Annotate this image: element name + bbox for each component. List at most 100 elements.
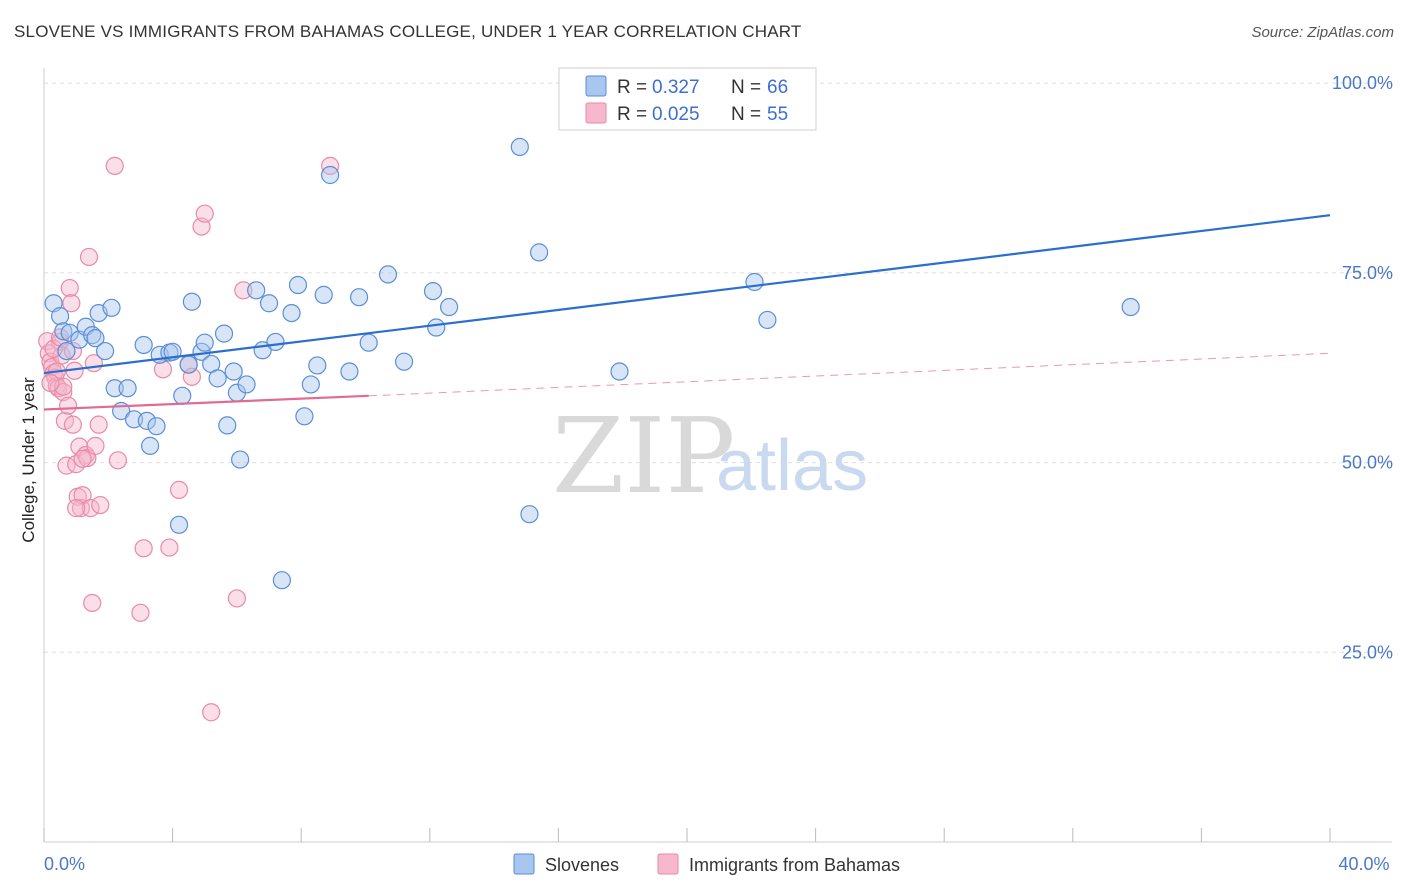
bahamas-point [134, 539, 153, 558]
series-bahamas-points [38, 156, 340, 722]
slovene-point [140, 436, 160, 455]
y-tick-label: 25.0% [1342, 642, 1393, 662]
legend-n-value-blue: 66 [767, 77, 788, 98]
bahamas-point [59, 396, 78, 415]
stats-legend: R = 0.327 N = 66 R = 0.025 N = 55 [558, 67, 817, 131]
slovene-point [195, 333, 214, 352]
bahamas-point [234, 281, 253, 300]
bahamas-point [108, 451, 128, 470]
watermark-zip: ZIP [552, 395, 735, 517]
bahamas-trend-extension [368, 352, 1331, 397]
slovene-point [359, 333, 378, 352]
bahamas-point [105, 156, 124, 175]
slovene-point [520, 505, 539, 524]
slovene-point [1121, 297, 1140, 317]
bahamas-point [195, 204, 214, 223]
slovene-point [610, 362, 629, 381]
slovene-point [147, 417, 166, 436]
legend-n-value-pink: 55 [767, 104, 788, 125]
slovene-point [134, 335, 153, 355]
slovene-point [349, 288, 369, 307]
slovene-point [118, 379, 137, 398]
slovene-point [102, 298, 121, 317]
slovene-point [378, 265, 398, 284]
bahamas-point [321, 156, 340, 175]
slovene-point [510, 137, 529, 157]
slovene-point [169, 515, 189, 534]
chart-source: Source: ZipAtlas.com [1251, 24, 1394, 41]
slovene-point [427, 318, 446, 337]
slovene-point [423, 281, 443, 301]
slovene-point [314, 285, 333, 304]
y-axis-title: College, Under 1 year [19, 377, 38, 543]
legend-swatch-blue [585, 75, 607, 97]
slovene-point [105, 379, 124, 398]
gridlines [44, 82, 1392, 653]
slovene-point [340, 362, 359, 381]
slovene-point [83, 326, 102, 345]
bahamas-point [50, 332, 70, 352]
slovene-point [295, 407, 314, 426]
slovene-point [231, 450, 250, 469]
slovenes-trend-line [43, 214, 1331, 375]
bottom-legend-swatch-pink [657, 853, 679, 875]
slovene-point [745, 272, 764, 292]
bottom-legend-label-bahamas: Immigrants from Bahamas [689, 855, 900, 875]
slovene-point [208, 369, 227, 388]
slovene-point [54, 322, 73, 341]
slovene-point [282, 304, 301, 323]
axes [43, 68, 1392, 843]
slovene-point [95, 341, 115, 361]
x-tick-label: 0.0% [44, 854, 85, 874]
slovene-point [288, 275, 308, 295]
slovene-point [50, 307, 70, 326]
y-tick-label: 100.0% [1332, 73, 1393, 93]
bahamas-point [57, 456, 76, 475]
tick-labels: 25.0% 50.0% 75.0% 100.0% 0.0% 40.0% [44, 73, 1393, 874]
slovene-point [218, 416, 237, 435]
slovene-point [530, 243, 549, 262]
legend-r-label-pink: R = [617, 104, 647, 125]
slovene-point [301, 375, 320, 394]
bahamas-point [63, 415, 83, 434]
slovene-point [758, 310, 777, 330]
bahamas-point [86, 436, 105, 455]
chart-title: SLOVENE VS IMMIGRANTS FROM BAHAMAS COLLE… [14, 22, 802, 41]
slovene-point [179, 355, 198, 374]
legend-r-label-blue: R = [617, 77, 647, 98]
slovene-point [247, 281, 266, 300]
slovene-point [308, 356, 327, 375]
slovene-point [137, 411, 156, 430]
bahamas-point [63, 341, 83, 361]
bottom-legend-label-slovenes: Slovenes [545, 855, 619, 875]
watermark: ZIP atlas [552, 395, 868, 517]
watermark-atlas: atlas [716, 426, 868, 506]
x-tick-label: 40.0% [1338, 854, 1389, 874]
bahamas-point [73, 449, 92, 468]
slovene-point [394, 352, 414, 371]
bahamas-point [131, 603, 150, 622]
bahamas-point [227, 589, 246, 608]
series-legend: Slovenes Immigrants from Bahamas [513, 853, 900, 875]
legend-swatch-pink [585, 102, 607, 124]
slovene-point [86, 329, 105, 348]
bahamas-point [83, 593, 102, 613]
bahamas-point [91, 495, 110, 515]
legend-r-value-blue: 0.327 [652, 77, 700, 98]
slovene-point [224, 362, 243, 381]
trend-lines [43, 214, 1331, 411]
bahamas-point [169, 480, 189, 500]
bahamas-point [41, 373, 60, 393]
slovene-point [237, 375, 256, 394]
slovene-point [182, 292, 201, 311]
legend-r-value-pink: 0.025 [652, 104, 700, 125]
bahamas-trend-line [43, 394, 369, 411]
bahamas-point [54, 382, 73, 402]
slovene-point [57, 341, 76, 361]
slovene-point [173, 386, 192, 405]
bahamas-point [79, 247, 99, 267]
slovene-point [439, 297, 459, 317]
slovene-point [321, 165, 340, 185]
bahamas-point [60, 278, 79, 298]
